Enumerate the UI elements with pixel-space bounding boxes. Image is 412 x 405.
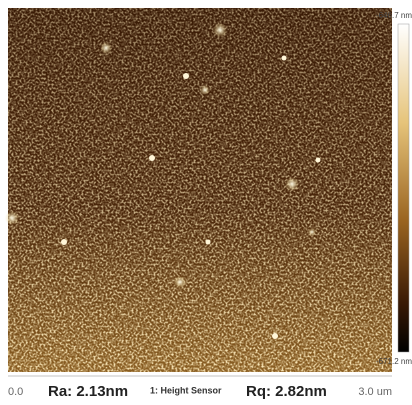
- x-start: 0.0: [8, 386, 23, 398]
- colorbar-max: -646.7 nm: [376, 11, 412, 20]
- rq-value: Rq: 2.82nm: [246, 383, 327, 400]
- x-end: 3.0 um: [358, 386, 392, 398]
- particles: [5, 23, 321, 339]
- channel-label: 1: Height Sensor: [150, 385, 222, 395]
- colorbar: [397, 23, 410, 353]
- ra-value: Ra: 2.13nm: [48, 383, 128, 400]
- colorbar-min: -671.2 nm: [376, 357, 412, 366]
- height-texture: [8, 8, 392, 372]
